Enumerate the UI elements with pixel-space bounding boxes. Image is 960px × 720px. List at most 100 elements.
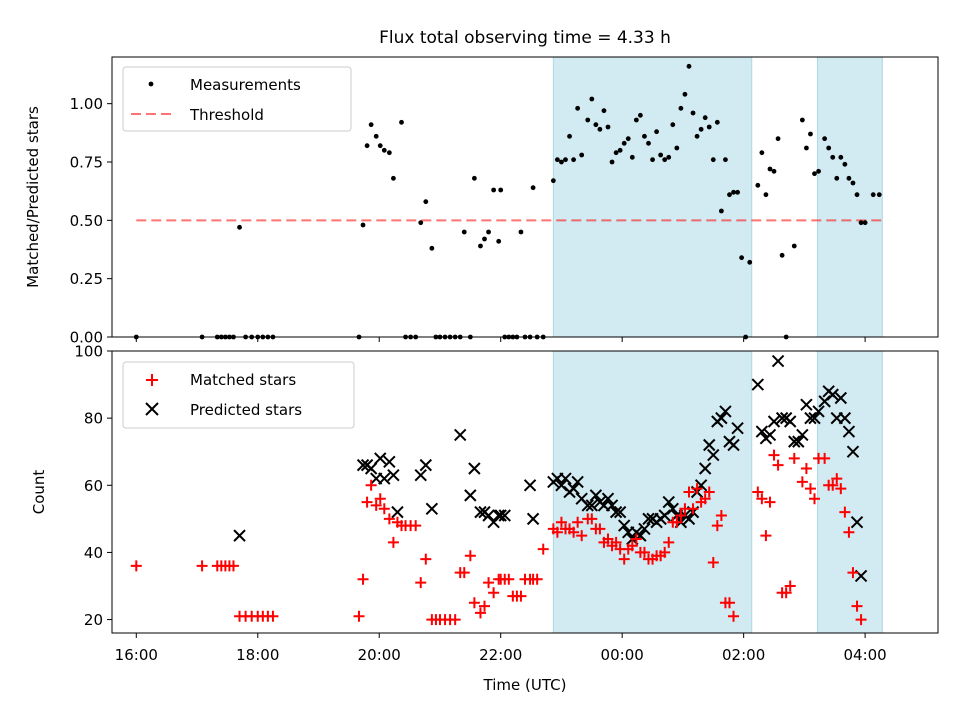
matched-star-point [831, 473, 843, 485]
predicted-star-point [419, 458, 433, 472]
measurement-point [698, 126, 704, 132]
predicted-star-point [356, 458, 370, 472]
measurement-point [799, 117, 805, 123]
matched-star-point [227, 560, 239, 572]
matched-stars-points [130, 449, 867, 626]
top-panel: 0.00 0.25 0.50 0.75 1.00 Matched/Predicted s… [24, 56, 939, 347]
bottom-shaded-interval [552, 350, 753, 634]
measurement-point [674, 145, 680, 151]
bottom-y-tick-label: 80 [84, 410, 103, 428]
matched-star-point [788, 452, 800, 464]
x-tick-label: 02:00 [722, 646, 765, 664]
predicted-star-point [559, 472, 572, 485]
measurement-point [567, 133, 572, 139]
matched-star-point [756, 493, 768, 505]
top-plot-frame [111, 56, 939, 338]
predicted-star-point [383, 455, 396, 468]
measurement-point [690, 110, 696, 116]
measurement-point [571, 157, 576, 163]
matched-star-point [474, 607, 486, 619]
predicted-star-point [846, 445, 860, 458]
measurement-point [575, 105, 581, 111]
matched-star-point [764, 496, 776, 508]
legend-matched-label: Matched stars [190, 371, 296, 389]
matched-star-point [503, 573, 515, 585]
legend-predicted-marker [145, 402, 159, 416]
measurement-point [731, 189, 736, 195]
measurement-point [633, 117, 639, 123]
matched-star-point [618, 553, 630, 565]
measurement-point [368, 122, 374, 128]
top-legend: Measurements Threshold [122, 66, 352, 132]
matched-star-point [357, 573, 369, 585]
measurement-point [804, 145, 809, 151]
measurement-point [735, 189, 740, 195]
measurement-point [601, 108, 607, 114]
predicted-star-point [763, 428, 777, 442]
matched-star-point [675, 510, 687, 521]
measurement-point [646, 140, 651, 146]
bottom-y-axis-label: Count [30, 470, 48, 515]
top-y-tick-label: 0.75 [70, 154, 103, 172]
matched-star-point [707, 557, 719, 568]
bottom-x-axis-ticks: 16:00 18:00 20:00 22:00 00:00 02:00 04:00 [115, 633, 887, 664]
measurement-point [830, 154, 836, 160]
matched-star-point [659, 546, 671, 558]
predicted-star-point [454, 428, 467, 442]
matched-star-point [768, 449, 780, 461]
measurement-point [563, 157, 568, 163]
measurement-point [597, 126, 603, 132]
matched-star-point [267, 610, 279, 622]
matched-star-point [796, 476, 808, 488]
measurement-point [763, 192, 769, 198]
top-legend-box [122, 66, 352, 132]
legend-measurements-label: Measurements [190, 76, 301, 94]
predicted-star-point [731, 422, 744, 435]
measurement-point [585, 117, 591, 123]
measurement-point [613, 150, 619, 156]
matched-star-point [572, 516, 584, 528]
bottom-y-tick-label: 20 [84, 611, 103, 629]
predicted-star-point [727, 438, 740, 452]
measurement-point [658, 152, 664, 158]
matched-star-point [827, 479, 839, 491]
measurement-point [838, 154, 844, 160]
measurement-point [858, 220, 864, 226]
measurement-point [360, 222, 366, 228]
matched-star-point [626, 540, 638, 552]
predicted-star-point [796, 428, 809, 442]
measurement-point [775, 136, 781, 142]
measurement-point [386, 150, 392, 156]
matched-star-point [683, 486, 695, 498]
predicted-star-point [812, 405, 825, 418]
predicted-star-point [414, 469, 427, 482]
measurement-point [621, 140, 627, 146]
measurement-point [625, 136, 631, 142]
measurement-point [461, 229, 467, 235]
matched-star-point [780, 587, 792, 599]
predicted-star-point [842, 425, 856, 438]
matched-star-point [488, 587, 500, 599]
matched-star-point [537, 543, 549, 555]
measurement-point [559, 159, 564, 165]
predicted-star-point [387, 469, 400, 482]
matched-star-point [353, 610, 365, 622]
matched-star-point [449, 614, 461, 626]
matched-star-point [784, 580, 796, 592]
predicted-star-point [601, 492, 615, 505]
measurement-point [373, 133, 379, 139]
legend-threshold-label: Threshold [189, 106, 264, 124]
matched-star-point [819, 452, 831, 464]
bottom-plot-frame [111, 350, 939, 634]
matched-star-point [711, 520, 723, 532]
measurement-point [554, 157, 560, 163]
matched-star-point [699, 493, 711, 505]
measurement-point [550, 178, 556, 184]
top-y-tick-label: 0.00 [70, 329, 103, 347]
x-tick-label: 20:00 [358, 646, 401, 664]
matched-star-point [468, 597, 480, 609]
x-tick-label: 00:00 [601, 646, 644, 664]
matched-star-point [374, 493, 386, 505]
matched-star-point [594, 523, 606, 535]
